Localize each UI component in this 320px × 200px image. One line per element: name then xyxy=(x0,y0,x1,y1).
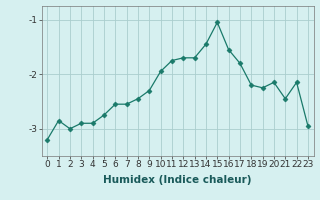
X-axis label: Humidex (Indice chaleur): Humidex (Indice chaleur) xyxy=(103,175,252,185)
